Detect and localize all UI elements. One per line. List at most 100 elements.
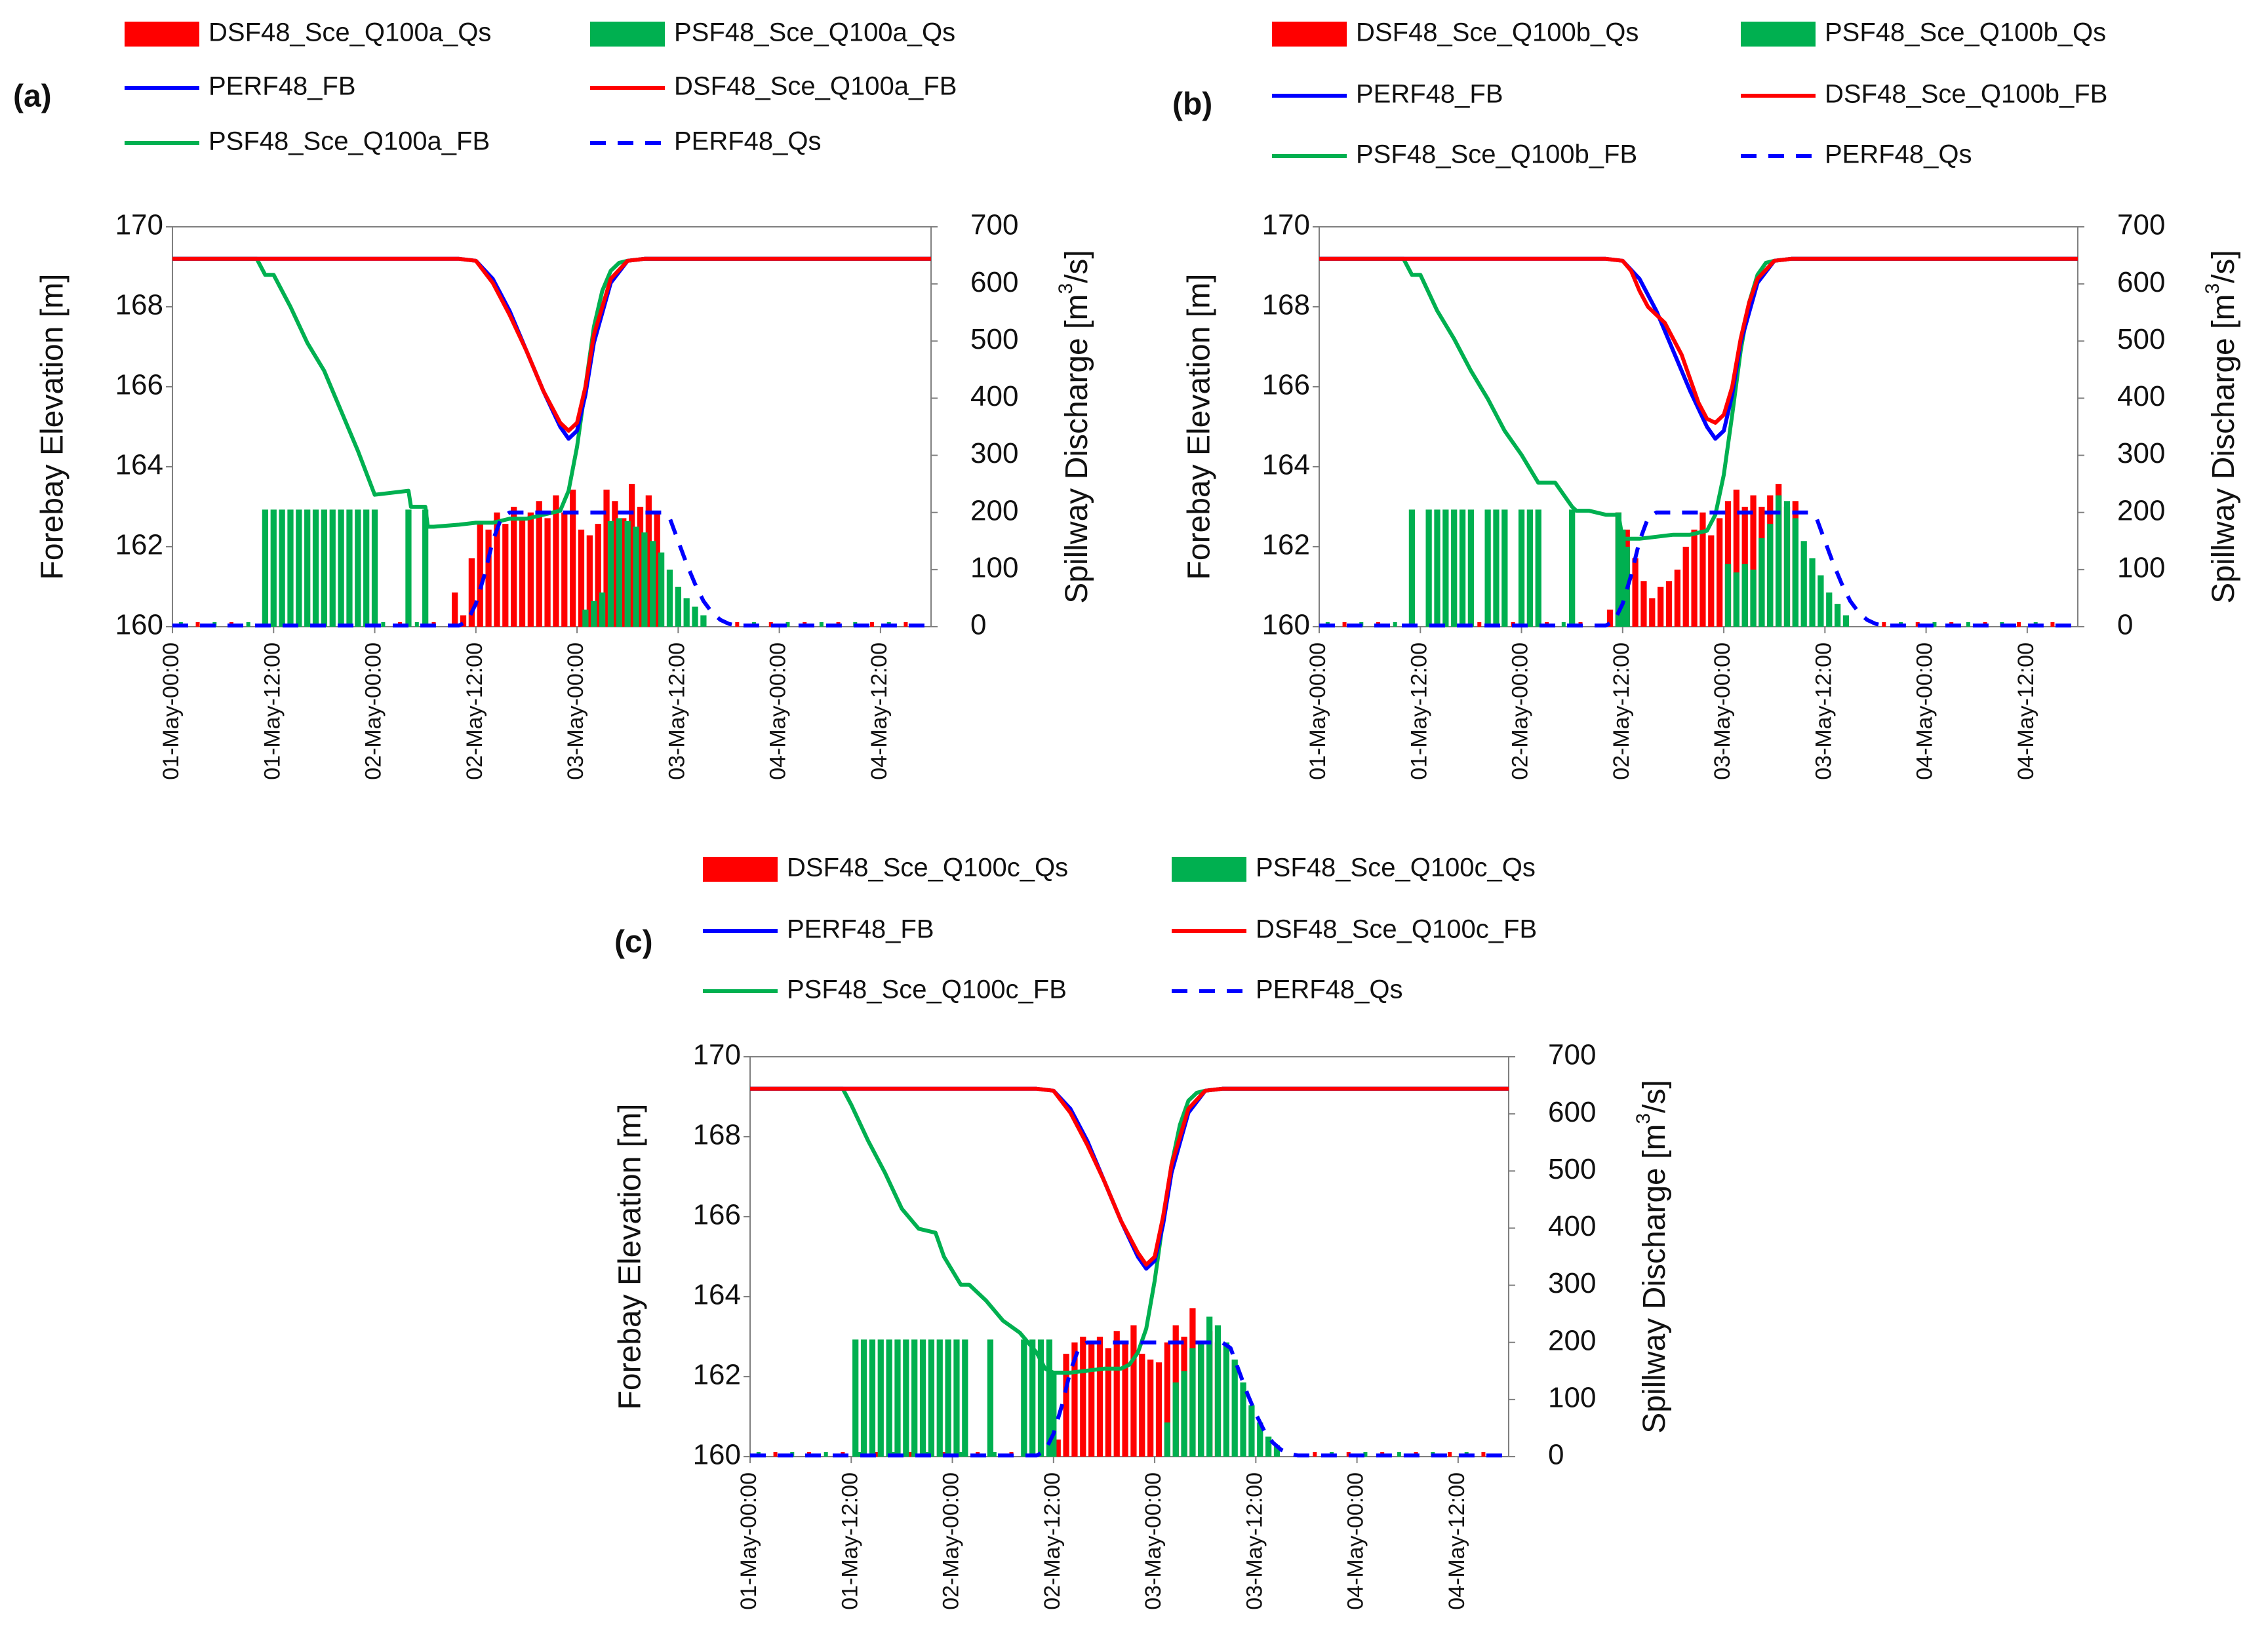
bar <box>485 529 492 627</box>
x-tick-label: 04-May-00:00 <box>1343 1472 1368 1610</box>
low-flow-bar <box>2017 622 2021 627</box>
bar <box>329 509 336 627</box>
legend-entry: PSF48_Sce_Q100c_Qs <box>1172 854 1536 882</box>
series-line <box>1319 256 2078 441</box>
y2-tick-label: 600 <box>1548 1096 1596 1128</box>
plot-area <box>172 226 932 627</box>
legend-swatch <box>125 22 199 47</box>
legend-label: DSF48_Sce_Q100a_Qs <box>209 18 491 47</box>
bar <box>1775 495 1782 627</box>
low-flow-bar <box>819 622 824 627</box>
bar <box>1434 509 1440 627</box>
bar <box>1484 509 1491 627</box>
bar <box>1248 1405 1255 1457</box>
y2-tick-label: 400 <box>2117 380 2165 412</box>
legend-label: PSF48_Sce_Q100b_FB <box>1356 140 1637 169</box>
y2-tick-label: 400 <box>1548 1210 1596 1242</box>
y2-tick-label: 0 <box>1548 1439 1564 1471</box>
bar <box>1029 1339 1036 1457</box>
y2-axis-title-base: Spillway Discharge [m <box>1060 294 1094 604</box>
bar <box>1139 1354 1145 1457</box>
bar <box>1164 1422 1170 1457</box>
legend-label: DSF48_Sce_Q100c_Qs <box>787 854 1068 882</box>
legend-swatch <box>1172 857 1246 882</box>
bar <box>1080 1337 1086 1457</box>
low-flow-bar <box>1477 622 1482 627</box>
bar <box>641 532 648 627</box>
bar <box>1783 501 1791 627</box>
bar <box>570 489 576 627</box>
bar <box>578 529 585 627</box>
bar <box>536 501 542 627</box>
y2-tick-label: 200 <box>1548 1324 1596 1356</box>
bar <box>1501 509 1508 627</box>
bar <box>1155 1362 1162 1457</box>
bar <box>262 509 269 627</box>
legend-entry: DSF48_Sce_Q100c_Qs <box>703 854 1068 882</box>
bar <box>1535 509 1541 627</box>
legend-entry: PERF48_FB <box>703 915 934 944</box>
bar <box>561 512 568 627</box>
low-flow-bar <box>2050 622 2055 627</box>
bar <box>628 484 635 627</box>
series-line <box>172 510 931 628</box>
bar <box>1425 509 1432 627</box>
bar <box>911 1339 918 1457</box>
y2-tick-label: 0 <box>2117 609 2133 641</box>
low-flow-bar <box>824 1452 828 1457</box>
bar <box>346 509 353 627</box>
series-line <box>172 256 931 441</box>
y2-tick-label: 100 <box>2117 551 2165 583</box>
legend-label: PERF48_FB <box>787 915 934 944</box>
bar <box>279 509 285 627</box>
x-tick-label: 01-May-00:00 <box>736 1472 761 1610</box>
y2-axis-title-sup: 3 <box>2202 283 2223 294</box>
bar <box>1050 1371 1057 1457</box>
bar <box>460 615 467 627</box>
low-flow-bar <box>1397 1452 1401 1457</box>
y2-axis-title: Spillway Discharge [m3/s] <box>2202 250 2241 604</box>
bar <box>1606 609 1614 627</box>
y2-axis-title-sup: 3 <box>1055 283 1077 294</box>
bar <box>1724 501 1732 627</box>
bar <box>1724 564 1732 627</box>
bar <box>355 509 361 627</box>
bar <box>494 512 500 627</box>
series-line <box>172 256 931 529</box>
bar <box>405 509 412 627</box>
bar <box>692 606 698 627</box>
bar <box>1054 1439 1061 1457</box>
legend-label: PERF48_Qs <box>1825 140 1972 169</box>
x-tick-label: 02-May-00:00 <box>1508 642 1533 780</box>
y2-tick-label: 500 <box>1548 1153 1596 1185</box>
legend-label: DSF48_Sce_Q100b_FB <box>1825 80 2107 109</box>
bar <box>1189 1348 1196 1457</box>
low-flow-bar <box>1313 1452 1317 1457</box>
legend-entry: PSF48_Sce_Q100a_Qs <box>590 18 955 47</box>
bar <box>616 518 622 627</box>
low-flow-bar <box>992 1452 997 1457</box>
low-flow-bar <box>904 622 908 627</box>
bar <box>553 495 559 627</box>
x-tick-label: 01-May-12:00 <box>260 642 285 780</box>
bar <box>1240 1382 1246 1457</box>
y2-tick-label: 500 <box>2117 323 2165 355</box>
bar <box>1674 569 1680 627</box>
x-tick-label: 03-May-12:00 <box>1811 642 1836 780</box>
bar <box>903 1339 909 1457</box>
bar <box>321 509 328 627</box>
bar <box>894 1339 901 1457</box>
legend-entry: PSF48_Sce_Q100c_FB <box>703 975 1067 1004</box>
y-tick-label: 168 <box>1262 289 1310 321</box>
y-tick-label: 162 <box>1262 529 1310 561</box>
x-tick-label: 04-May-12:00 <box>2014 642 2038 780</box>
y-tick-label: 164 <box>693 1279 741 1311</box>
y-tick-label: 170 <box>693 1039 741 1071</box>
panel-a: (a) DSF48_Sce_Q100a_Qs PSF48_Sce_Q100a_Qs P… <box>13 18 1094 780</box>
bar <box>1569 509 1576 627</box>
bar <box>304 509 311 627</box>
bar <box>582 609 589 627</box>
legend-entry: DSF48_Sce_Q100a_FB <box>590 72 957 101</box>
bar <box>452 592 458 627</box>
legend-entry: DSF48_Sce_Q100c_FB <box>1172 915 1537 944</box>
